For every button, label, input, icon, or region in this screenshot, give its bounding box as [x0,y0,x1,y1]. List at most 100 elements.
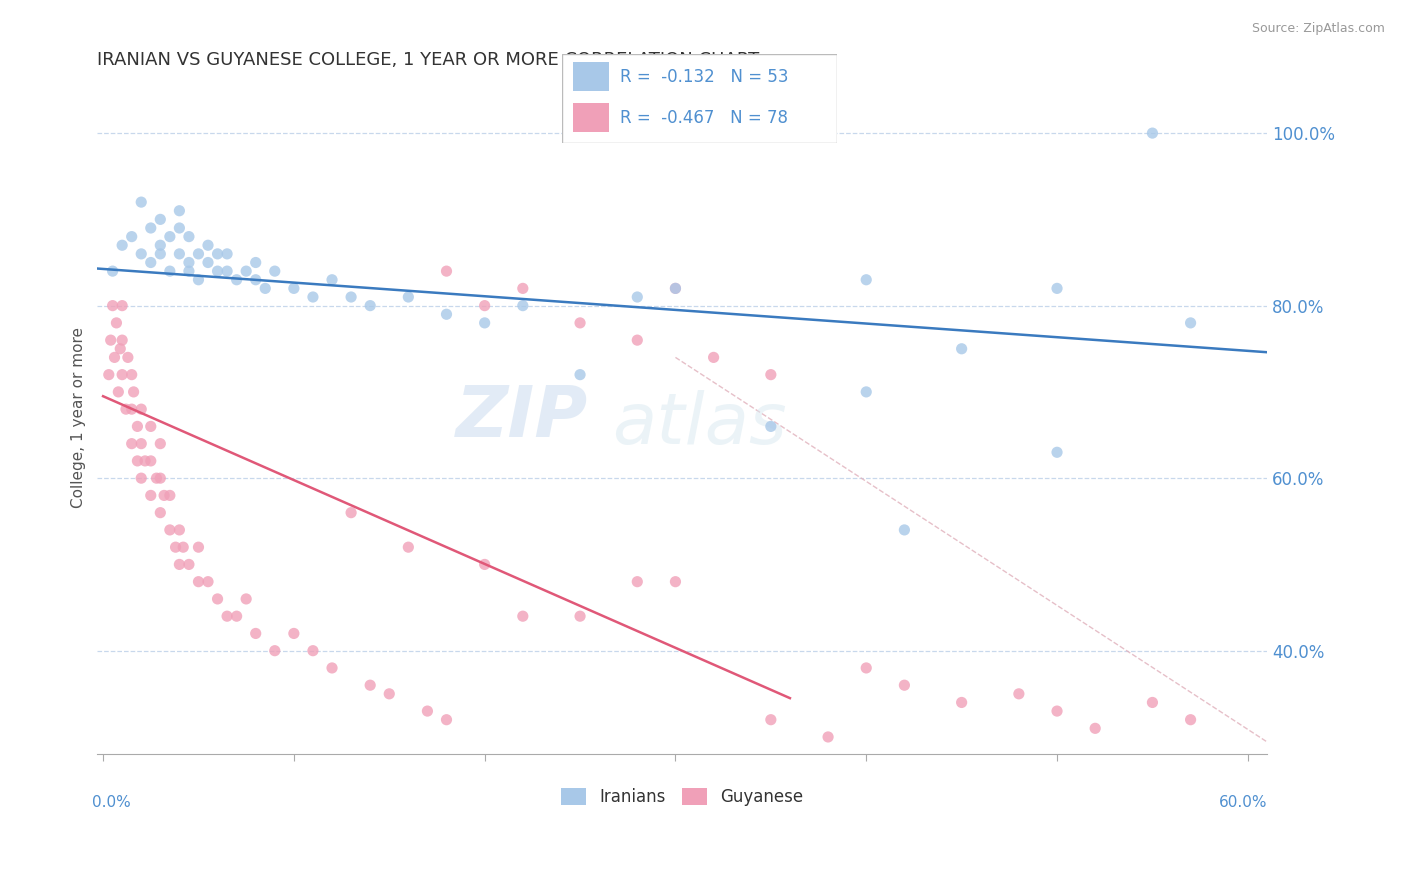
Point [121,229,143,244]
Point [263,264,285,278]
Point [169,221,191,235]
Point [217,247,239,261]
Point [139,419,162,434]
Point [855,661,877,675]
Point [169,203,191,218]
Point [127,454,149,468]
Text: Source: ZipAtlas.com: Source: ZipAtlas.com [1251,22,1385,36]
Point [396,540,419,554]
Point [512,609,534,624]
Point [569,368,592,382]
Point [159,264,181,278]
Point [1046,281,1069,295]
Point [1046,704,1069,718]
Point [103,351,125,365]
Point [187,247,209,261]
Point [340,506,363,520]
Point [121,402,143,417]
Point [416,704,439,718]
Point [855,273,877,287]
Point [121,436,143,450]
Point [950,342,973,356]
Point [893,523,915,537]
Point [1008,687,1031,701]
Point [1180,316,1202,330]
Point [235,591,257,606]
Point [149,506,172,520]
Point [187,574,209,589]
Point [115,402,138,417]
Point [436,264,458,278]
Point [149,238,172,252]
Point [129,195,152,210]
Point [263,643,285,657]
Point [759,713,782,727]
Point [139,221,162,235]
Point [207,264,229,278]
Point [817,730,839,744]
Point [197,238,219,252]
Point [321,661,343,675]
Point [1180,713,1202,727]
Point [235,264,257,278]
Point [759,368,782,382]
Point [245,273,267,287]
Point [134,454,156,468]
Point [207,591,229,606]
Point [759,419,782,434]
Point [129,471,152,485]
Point [1084,722,1107,736]
Point [187,273,209,287]
Point [217,609,239,624]
FancyBboxPatch shape [562,54,837,143]
Point [321,273,343,287]
Point [436,713,458,727]
Point [122,384,145,399]
Point [129,436,152,450]
Point [512,299,534,313]
Point [117,351,139,365]
Point [159,523,181,537]
Text: R =  -0.467   N = 78: R = -0.467 N = 78 [620,109,787,127]
Point [127,419,149,434]
Point [245,255,267,269]
Point [149,471,172,485]
FancyBboxPatch shape [574,62,609,91]
Point [110,342,132,356]
Y-axis label: College, 1 year or more: College, 1 year or more [72,327,86,508]
Point [1142,696,1164,710]
Point [340,290,363,304]
Point [664,281,686,295]
Point [626,574,648,589]
Point [1046,445,1069,459]
Point [302,290,325,304]
Point [359,678,381,692]
Text: 0.0%: 0.0% [91,795,131,810]
Point [177,558,200,572]
Point [107,384,129,399]
Text: 60.0%: 60.0% [1219,795,1267,810]
Point [217,264,239,278]
Point [139,454,162,468]
Point [626,333,648,347]
Point [169,558,191,572]
Point [474,558,496,572]
Point [172,540,194,554]
Point [159,488,181,502]
Point [149,212,172,227]
Point [225,273,247,287]
Point [436,307,458,321]
Point [569,316,592,330]
Point [378,687,401,701]
Text: ZIP: ZIP [457,384,589,452]
Point [165,540,187,554]
Point [97,368,120,382]
Text: atlas: atlas [612,390,786,459]
Point [225,609,247,624]
Point [111,299,134,313]
Point [153,488,176,502]
Point [893,678,915,692]
Point [139,488,162,502]
Point [569,609,592,624]
Legend: Iranians, Guyanese: Iranians, Guyanese [554,781,810,814]
